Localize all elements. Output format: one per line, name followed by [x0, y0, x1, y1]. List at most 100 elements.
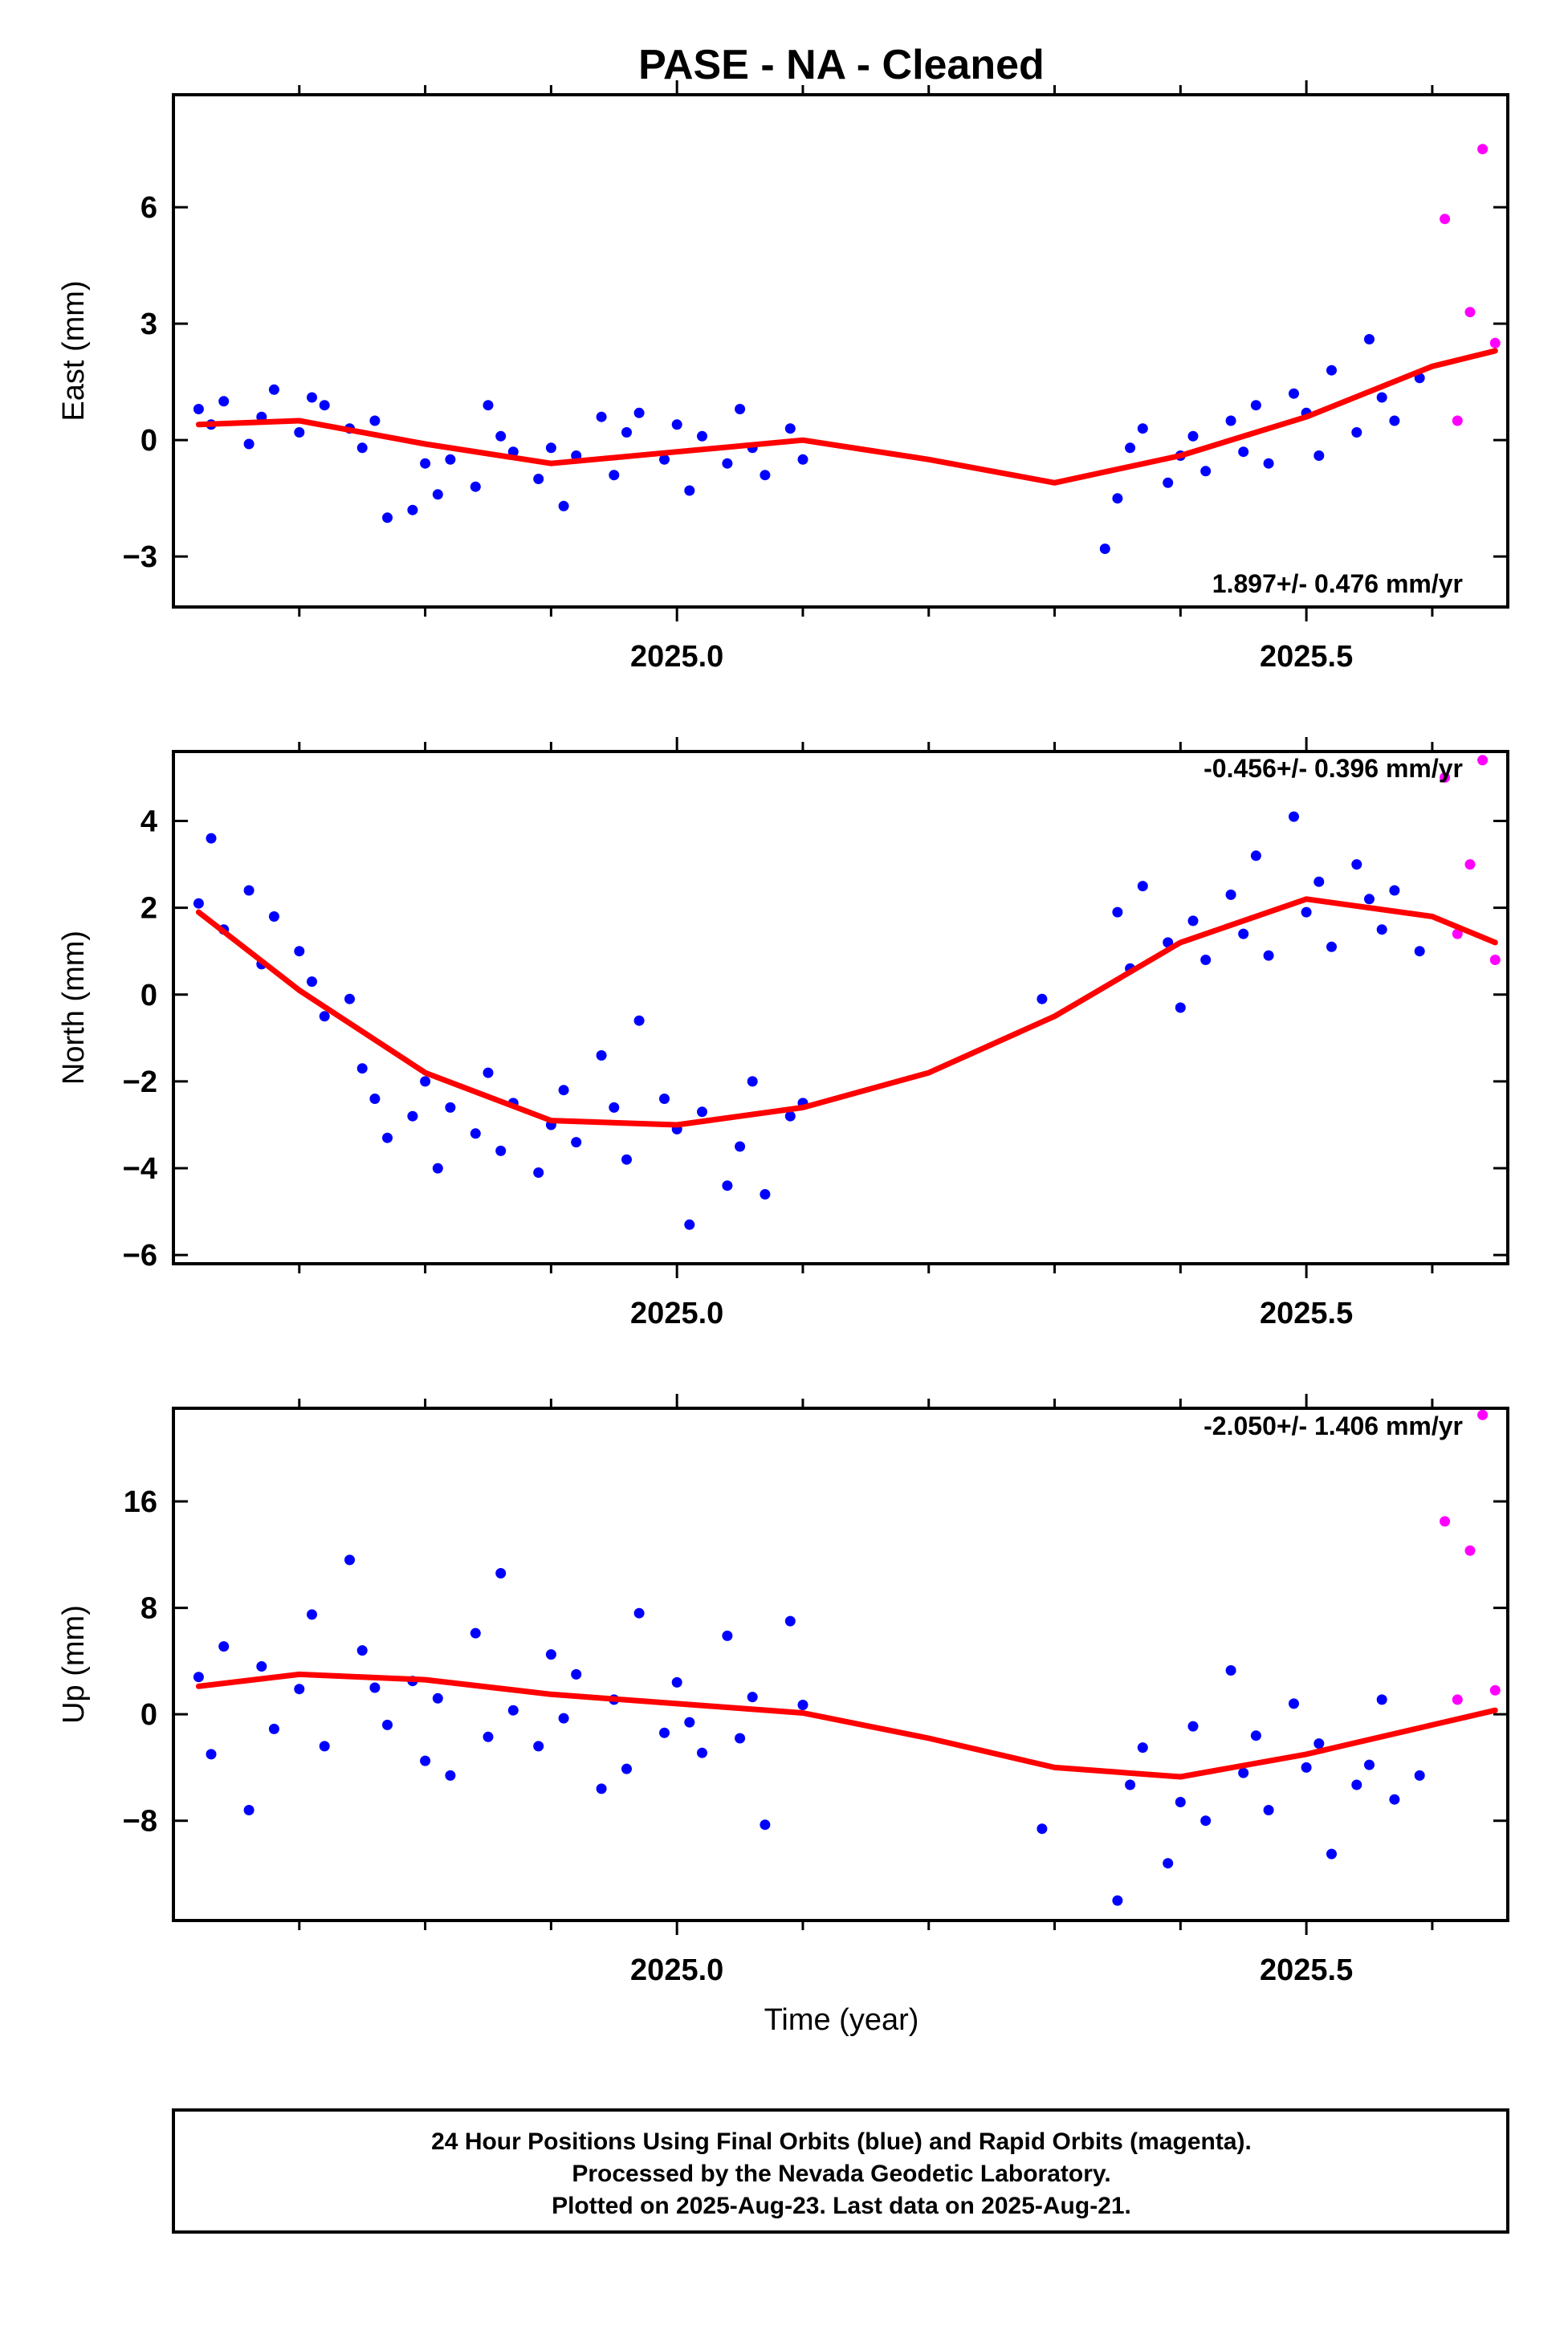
east-blue-point: [420, 458, 431, 469]
north-blue-point: [1187, 915, 1199, 927]
east-magenta-point: [1477, 144, 1489, 155]
east-magenta-point: [1464, 307, 1476, 318]
north-blue-point: [1313, 876, 1325, 887]
east-blue-point: [1163, 477, 1174, 488]
north-blue-point: [1301, 906, 1312, 918]
up-blue-point: [420, 1755, 431, 1766]
north-blue-point: [344, 993, 355, 1004]
up-blue-point: [243, 1805, 255, 1815]
up-blue-point: [1200, 1815, 1212, 1827]
up-blue-point: [1250, 1730, 1261, 1741]
footer-box: 24 Hour Positions Using Final Orbits (bl…: [172, 2108, 1509, 2234]
east-blue-point: [1137, 423, 1148, 434]
east-blue-point: [218, 396, 230, 407]
east-model-fit-line: [195, 348, 1498, 486]
east-panel: −3 0 3 6 2025.0 2025.5 East (mm) 1.897+/- 0.476…: [57, 80, 1509, 674]
up-blue-point: [1163, 1858, 1174, 1869]
north-model-fit-line: [195, 896, 1498, 1128]
east-blue-point: [1376, 392, 1387, 403]
east-blue-point: [382, 512, 393, 523]
up-blue-point: [1313, 1738, 1325, 1749]
north-rate-label: -0.456+/- 0.396 mm/yr: [1203, 754, 1463, 783]
east-blue-point: [1225, 415, 1236, 426]
north-plot-frame: [172, 750, 1509, 1265]
north-blue-point: [432, 1163, 443, 1174]
north-ytick-label: 4: [141, 805, 157, 839]
north-blue-point: [1037, 993, 1048, 1004]
up-blue-point: [1137, 1742, 1148, 1754]
north-blue-point: [659, 1094, 670, 1104]
footer-line-2: Processed by the Nevada Geodetic Laborat…: [572, 2161, 1110, 2187]
up-blue-point: [1037, 1823, 1048, 1835]
up-blue-point: [747, 1692, 758, 1703]
north-magenta-point: [1489, 955, 1501, 965]
east-blue-point: [1238, 446, 1249, 458]
north-ytick-label: −6: [123, 1239, 157, 1273]
east-blue-point: [633, 407, 645, 418]
east-ytick-label: 0: [141, 424, 157, 458]
east-magenta-point: [1489, 337, 1501, 348]
east-blue-point: [193, 404, 204, 414]
north-blue-point: [760, 1189, 771, 1200]
up-xtick-label: 2025.5: [1260, 1953, 1353, 1987]
up-blue-point: [671, 1676, 682, 1688]
east-blue-point: [483, 400, 494, 411]
up-y-axis-label: Up (mm): [57, 1605, 91, 1724]
up-ytick-label: −8: [123, 1805, 157, 1839]
up-blue-point: [256, 1661, 267, 1672]
east-blue-point: [1200, 466, 1212, 477]
east-blue-point: [495, 430, 507, 442]
east-xtick-label: 2025.0: [630, 640, 723, 674]
up-blue-point: [206, 1749, 217, 1760]
up-blue-point: [382, 1719, 393, 1730]
up-blue-point: [1376, 1694, 1387, 1705]
north-blue-point: [495, 1145, 507, 1156]
up-blue-point: [356, 1645, 368, 1656]
east-blue-point: [356, 442, 368, 454]
up-magenta-point: [1477, 1409, 1489, 1420]
north-ytick-label: −2: [123, 1065, 157, 1099]
north-blue-point: [445, 1102, 456, 1113]
up-blue-point: [1389, 1794, 1400, 1805]
up-blue-point: [307, 1609, 317, 1620]
east-blue-point: [1250, 400, 1261, 411]
north-blue-point: [193, 898, 204, 909]
east-rate-label: 1.897+/- 0.476 mm/yr: [1212, 569, 1463, 598]
east-blue-point: [445, 454, 456, 465]
up-ytick-label: 8: [141, 1592, 157, 1626]
up-blue-point: [470, 1627, 481, 1639]
north-magenta-point: [1464, 859, 1476, 870]
north-blue-point: [722, 1180, 733, 1191]
up-blue-point: [1301, 1762, 1312, 1773]
east-blue-point: [1099, 544, 1110, 554]
up-blue-point: [784, 1615, 796, 1627]
north-blue-point: [1389, 885, 1400, 896]
north-blue-point: [382, 1132, 393, 1143]
east-blue-point: [684, 485, 695, 496]
up-blue-point: [193, 1672, 204, 1683]
up-model-fit-line: [195, 1671, 1498, 1780]
north-xtick-label: 2025.0: [630, 1297, 723, 1330]
north-blue-point: [1137, 881, 1148, 892]
east-blue-point: [407, 504, 418, 515]
north-y-axis-label: North (mm): [57, 931, 91, 1085]
north-blue-point: [684, 1219, 695, 1230]
east-blue-point: [1125, 442, 1136, 454]
north-blue-point: [1225, 889, 1236, 900]
north-blue-point: [420, 1076, 431, 1087]
up-blue-point: [797, 1700, 808, 1710]
east-blue-point: [533, 474, 544, 484]
east-blue-point: [697, 430, 707, 442]
east-blue-point: [1187, 430, 1199, 442]
up-blue-point: [722, 1630, 733, 1641]
up-blue-point: [1225, 1665, 1236, 1676]
north-blue-point: [558, 1085, 569, 1096]
north-ytick-label: 2: [141, 892, 157, 926]
north-blue-point: [369, 1094, 381, 1104]
north-magenta-point: [1477, 755, 1489, 766]
up-blue-point: [1263, 1805, 1274, 1815]
north-ytick-label: −4: [123, 1152, 157, 1186]
north-blue-point: [1376, 924, 1387, 935]
north-blue-point: [1289, 811, 1299, 822]
